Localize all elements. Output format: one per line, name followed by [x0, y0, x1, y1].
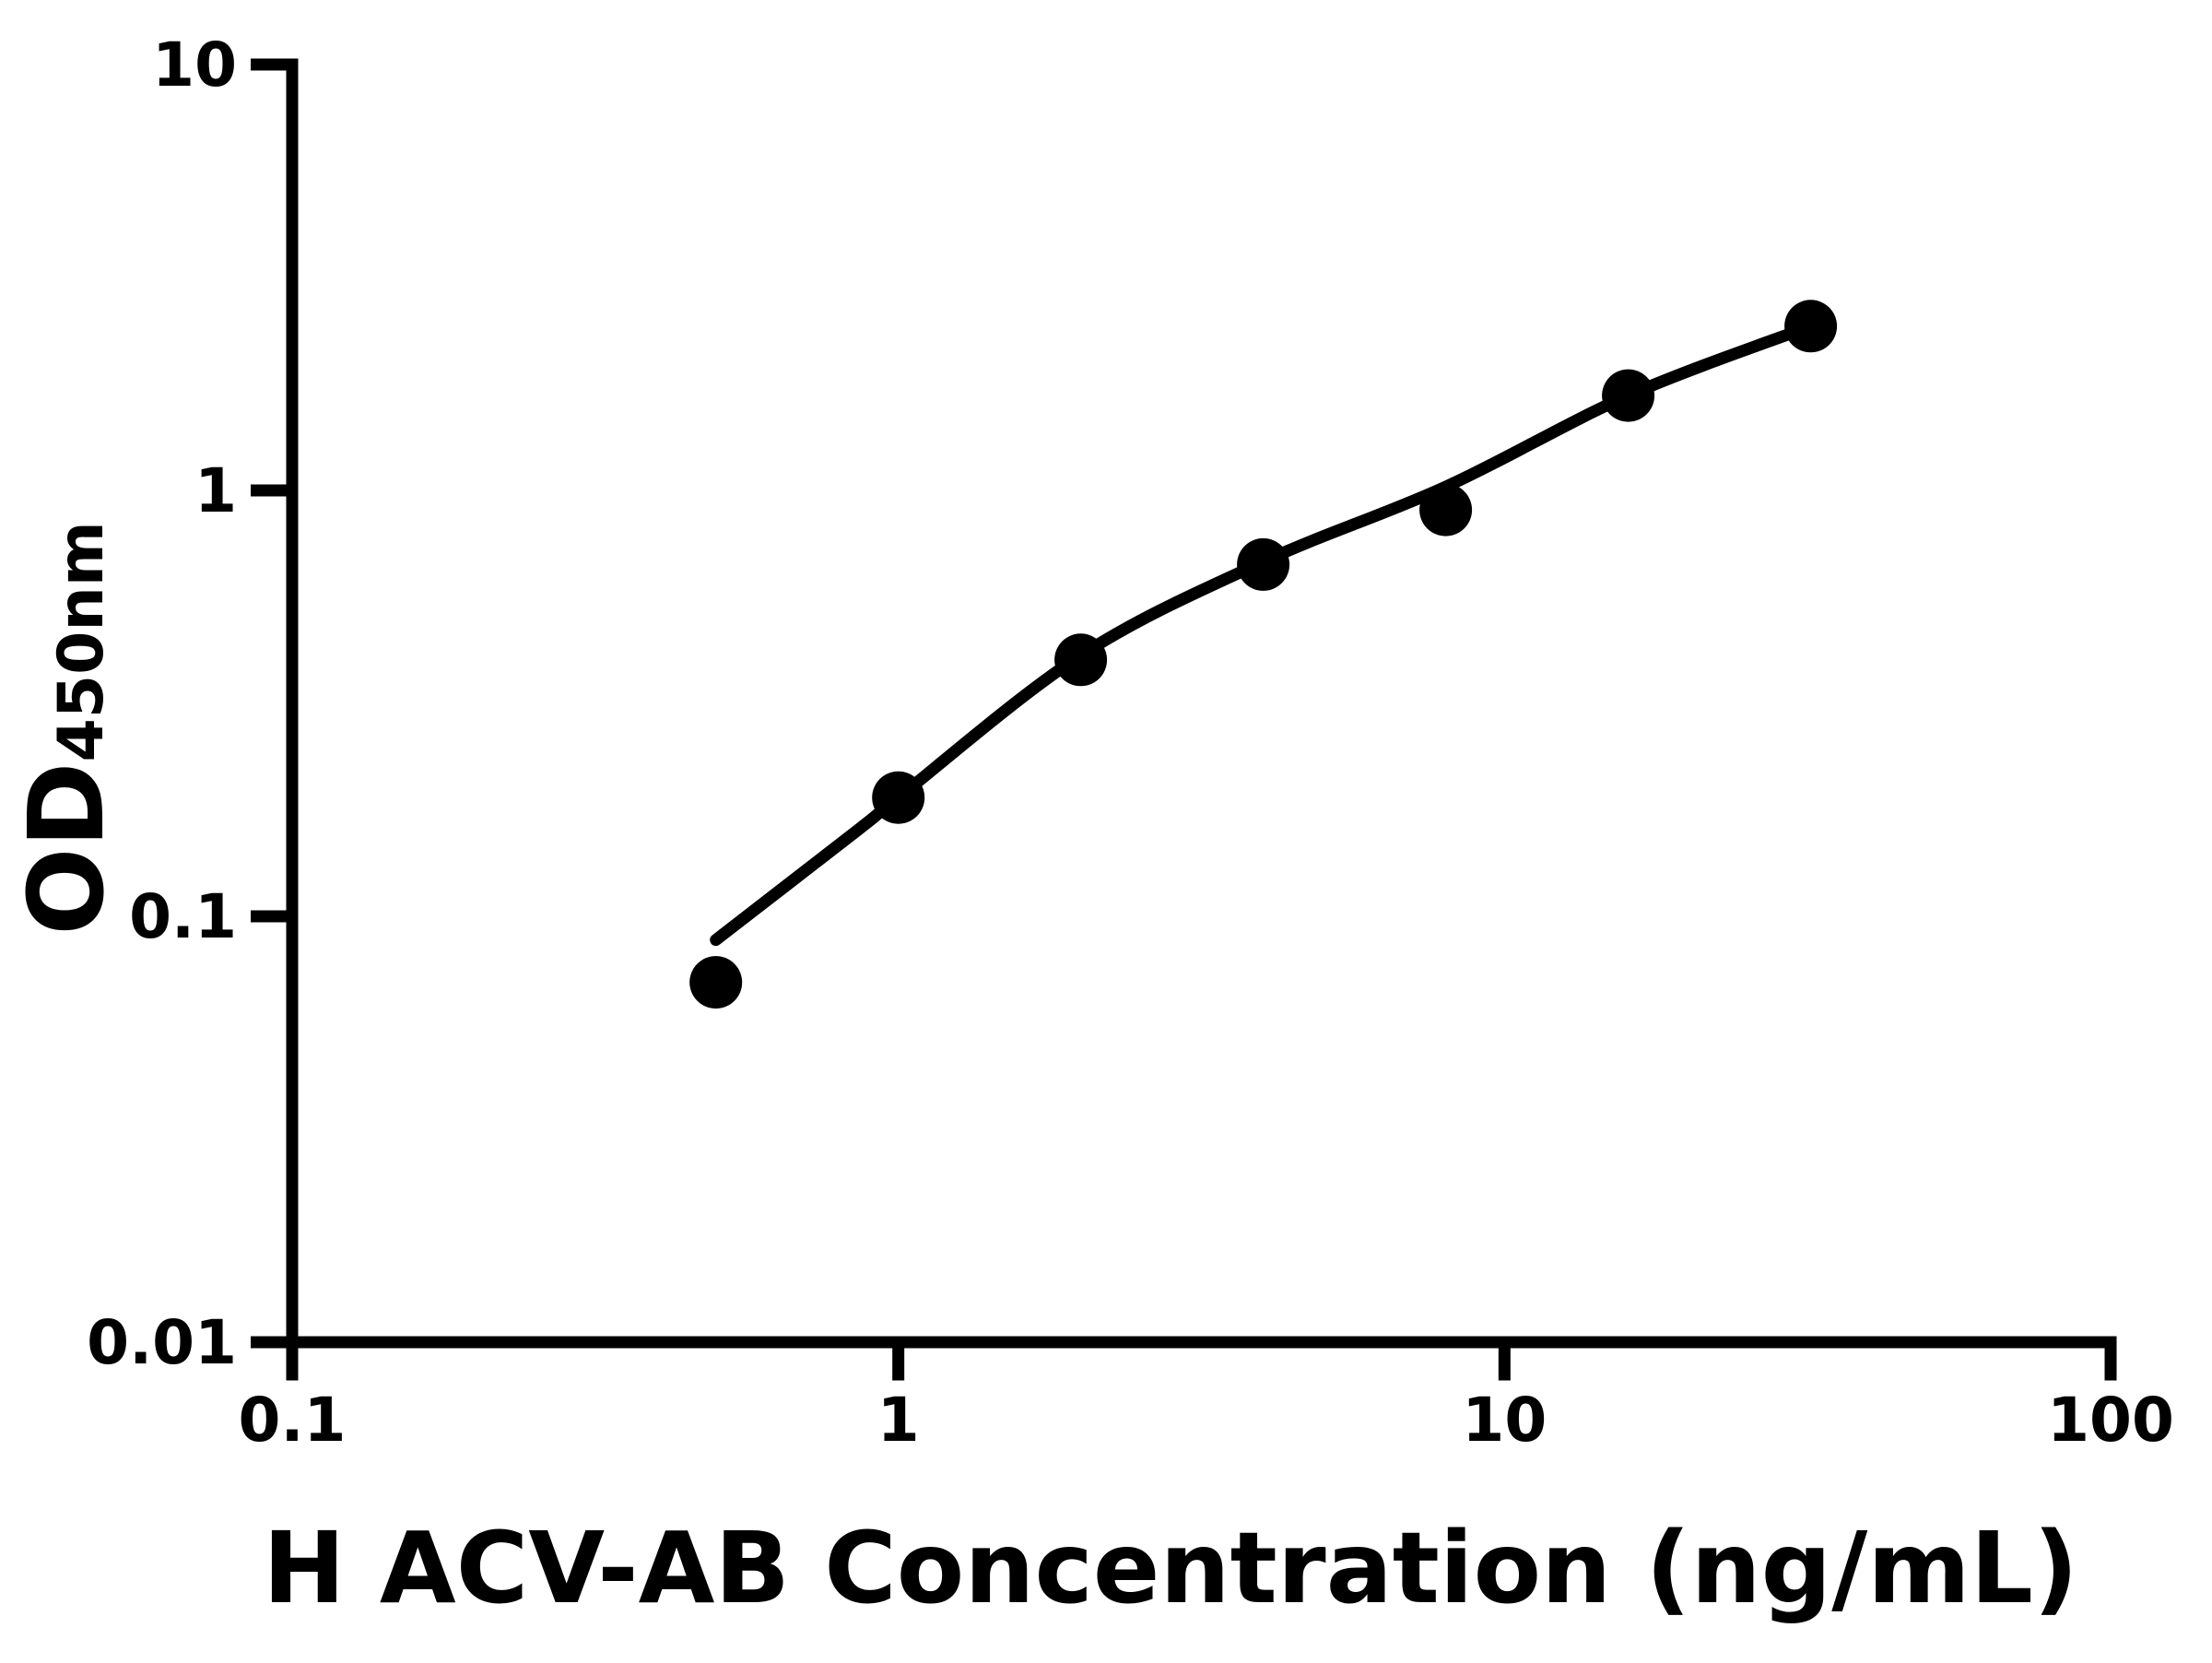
data-point: [1054, 633, 1108, 687]
fit-curve-group: [710, 320, 1818, 947]
ticks: [251, 58, 2117, 1381]
data-point: [1237, 537, 1290, 591]
data-point: [1602, 369, 1655, 422]
fit-curve: [710, 320, 1818, 947]
y-axis-title: OD450nm: [7, 521, 127, 935]
x-tick-label: 0.1: [239, 1385, 347, 1456]
data-point: [1419, 483, 1473, 537]
data-point: [872, 771, 925, 824]
y-axis-title-sub: 450nm: [45, 521, 118, 761]
y-tick-label: 0.1: [129, 881, 237, 952]
x-axis-title: H ACV-AB Concentration (ng/mL): [263, 1512, 2078, 1626]
y-tick-label: 1: [194, 455, 237, 526]
x-tick-label: 10: [1462, 1385, 1547, 1456]
axes: [252, 58, 2117, 1381]
data-point: [1784, 300, 1838, 353]
x-tick-label: 1: [877, 1385, 920, 1456]
x-tick-label: 100: [2047, 1385, 2174, 1456]
data-point: [689, 956, 743, 1009]
y-tick-label: 0.01: [87, 1307, 237, 1378]
data-points-group: [689, 300, 1838, 1009]
y-tick-label: 10: [152, 29, 237, 100]
y-axis-title-main: OD: [7, 762, 127, 936]
